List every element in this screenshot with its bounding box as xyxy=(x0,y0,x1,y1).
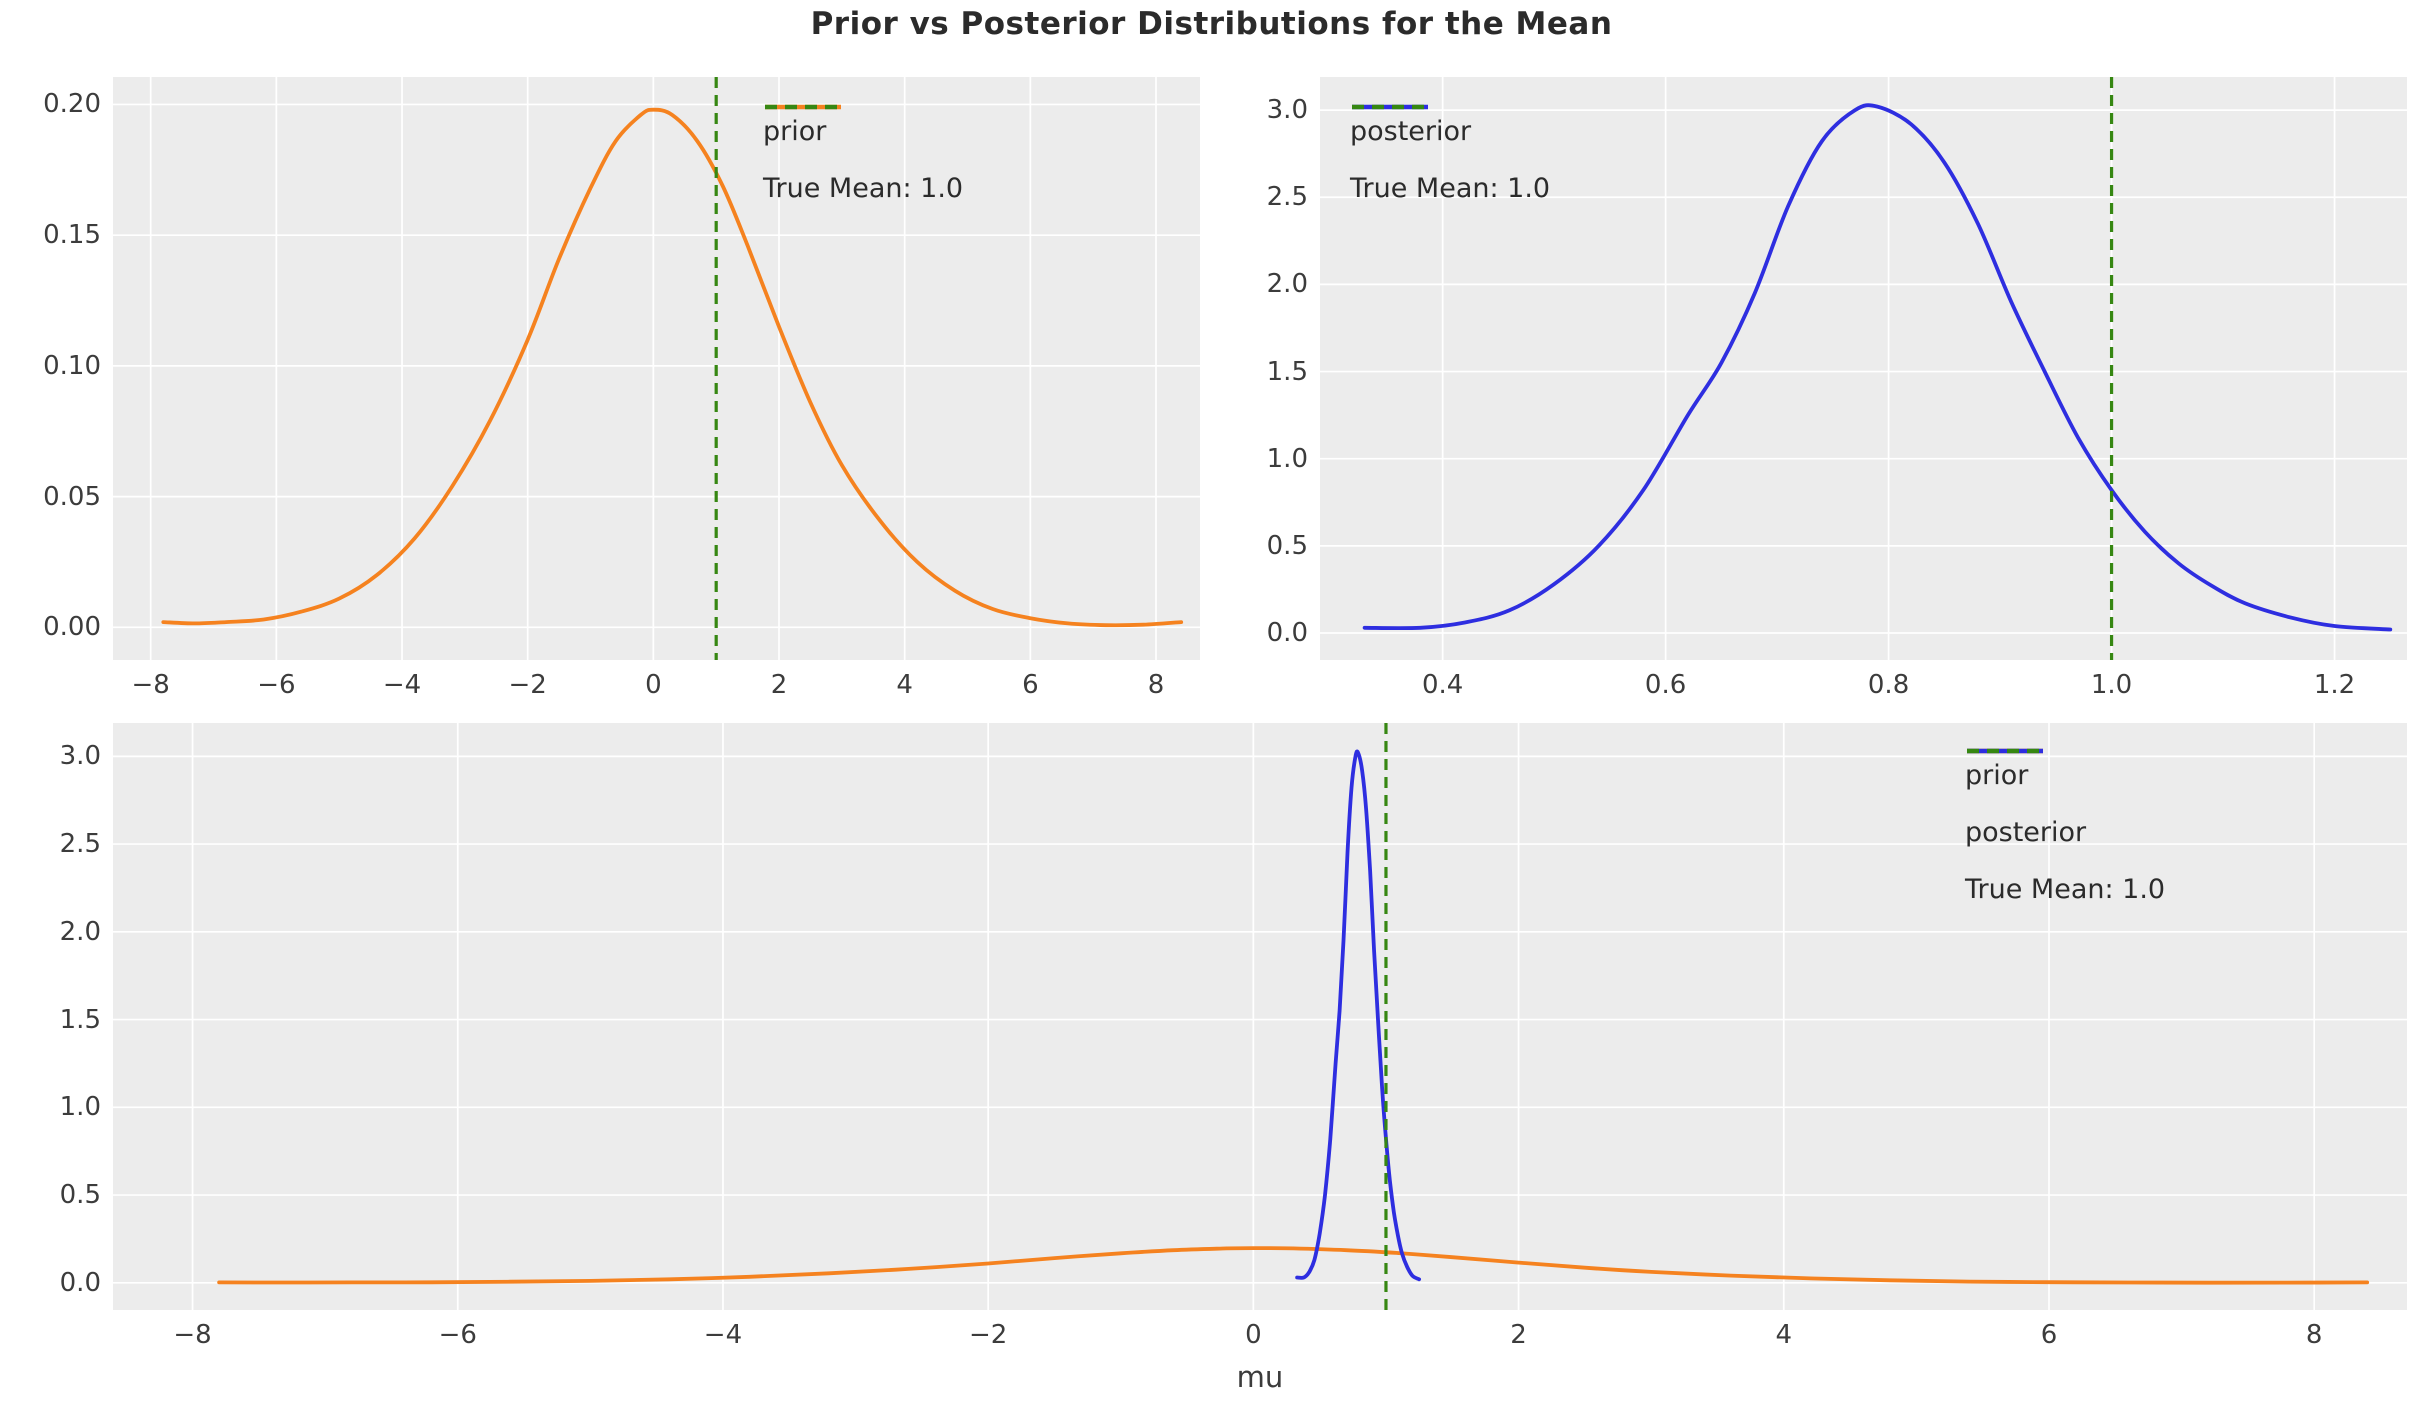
x-tick-label: −2 xyxy=(508,670,547,700)
legend-item-prior: prior xyxy=(763,103,963,160)
y-tick-label: 0.0 xyxy=(1266,617,1308,648)
legend: posterior True Mean: 1.0 xyxy=(1350,103,1550,217)
y-tick-label: 0.10 xyxy=(43,350,101,381)
y-tick-label: 0.00 xyxy=(43,612,101,643)
dashed-line-swatch-icon xyxy=(1352,104,1428,110)
y-tick-label: 0.05 xyxy=(43,481,101,512)
dashed-line-swatch-icon xyxy=(1967,748,2043,754)
x-tick-label: 8 xyxy=(2305,1320,2323,1350)
subplot-prior: −8 −6 −4 −2 0 2 4 6 8 0.00 0.05 0.10 0.15 0.20 prior Tr… xyxy=(43,77,1200,700)
dashed-line-swatch-icon xyxy=(765,104,841,110)
y-tick-label: 0.15 xyxy=(43,220,101,251)
legend-label: True Mean: 1.0 xyxy=(1350,173,1551,204)
y-tick-label: 1.0 xyxy=(59,1092,101,1123)
x-tick-label: 0 xyxy=(1245,1320,1262,1350)
legend-label: prior xyxy=(763,116,827,147)
posterior-curve xyxy=(1295,749,1421,1282)
y-tick-label: 2.0 xyxy=(1266,269,1308,300)
x-tick-label: 1.2 xyxy=(2313,670,2356,700)
figure-title: Prior vs Posterior Distributions for the… xyxy=(810,6,1613,42)
legend-label: prior xyxy=(1965,760,2029,791)
x-axis-label: mu xyxy=(1236,1360,1284,1394)
x-tick-label: −4 xyxy=(703,1320,743,1350)
y-tick-label: 0.5 xyxy=(59,1180,101,1211)
x-tick-label: 1.0 xyxy=(2090,670,2133,700)
legend: prior posterior True Mean: 1.0 xyxy=(1965,747,2165,918)
prior-curve xyxy=(217,1246,2370,1285)
y-tick-label: 0.20 xyxy=(43,89,101,120)
x-tick-label: 0.8 xyxy=(1867,670,1910,700)
x-tick-label: 0 xyxy=(645,670,662,700)
y-tick-label: 3.0 xyxy=(59,741,101,772)
y-tick-label: 0.0 xyxy=(59,1267,101,1298)
y-tick-label: 2.5 xyxy=(59,829,101,860)
legend-item-posterior: posterior xyxy=(1350,103,1550,160)
x-tick-label: −6 xyxy=(257,670,296,700)
legend-item-true-mean-1-0: True Mean: 1.0 xyxy=(1965,748,2166,918)
x-tick-label: 6 xyxy=(2040,1320,2058,1350)
x-tick-label: 2 xyxy=(770,670,788,700)
x-tick-label: −4 xyxy=(382,670,422,700)
legend-label: True Mean: 1.0 xyxy=(763,173,964,204)
legend-item-true-mean-1-0: True Mean: 1.0 xyxy=(1350,104,1551,217)
legend-item-prior: prior xyxy=(1965,747,2165,804)
x-tick-label: −8 xyxy=(131,670,170,700)
y-tick-label: 3.0 xyxy=(1266,95,1308,126)
plot-canvas xyxy=(113,77,1200,660)
x-tick-label: 4 xyxy=(1775,1320,1793,1350)
plot-canvas xyxy=(113,723,2407,1310)
subplot-combined: −8 −6 −4 −2 0 2 4 6 8 0.0 0.5 1.0 1.5 2.0 2.5 3.0 prior p… xyxy=(60,723,2407,1350)
y-tick-label: 2.0 xyxy=(59,916,101,947)
legend-item-true-mean-1-0: True Mean: 1.0 xyxy=(763,104,964,217)
subplot-posterior: 0.4 0.6 0.8 1.0 1.2 0.0 0.5 1.0 1.5 2.0 2.5 3.0 post… xyxy=(1267,77,2407,700)
x-tick-label: 2 xyxy=(1510,1320,1527,1350)
legend-label: posterior xyxy=(1350,116,1472,147)
y-tick-label: 1.5 xyxy=(59,1004,101,1035)
prior-curve xyxy=(161,107,1184,628)
legend: prior True Mean: 1.0 xyxy=(763,103,963,217)
x-tick-label: −8 xyxy=(173,1320,212,1350)
legend-label: posterior xyxy=(1965,817,2087,848)
x-tick-label: 4 xyxy=(896,670,913,700)
y-tick-label: 1.0 xyxy=(1266,443,1308,474)
x-tick-label: −6 xyxy=(438,1320,477,1350)
legend-label: True Mean: 1.0 xyxy=(1965,874,2166,905)
x-tick-label: 8 xyxy=(1147,670,1165,700)
y-tick-label: 2.5 xyxy=(1266,182,1308,213)
x-tick-label: 0.6 xyxy=(1644,670,1687,700)
legend-item-posterior: posterior xyxy=(1965,748,2165,861)
x-tick-label: 6 xyxy=(1022,670,1039,700)
y-tick-label: 1.5 xyxy=(1266,356,1308,387)
x-tick-label: −2 xyxy=(968,1320,1008,1350)
plot-canvas xyxy=(1320,77,2407,660)
posterior-curve xyxy=(1362,103,2393,632)
x-tick-label: 0.4 xyxy=(1421,670,1464,700)
y-tick-label: 0.5 xyxy=(1266,530,1308,561)
